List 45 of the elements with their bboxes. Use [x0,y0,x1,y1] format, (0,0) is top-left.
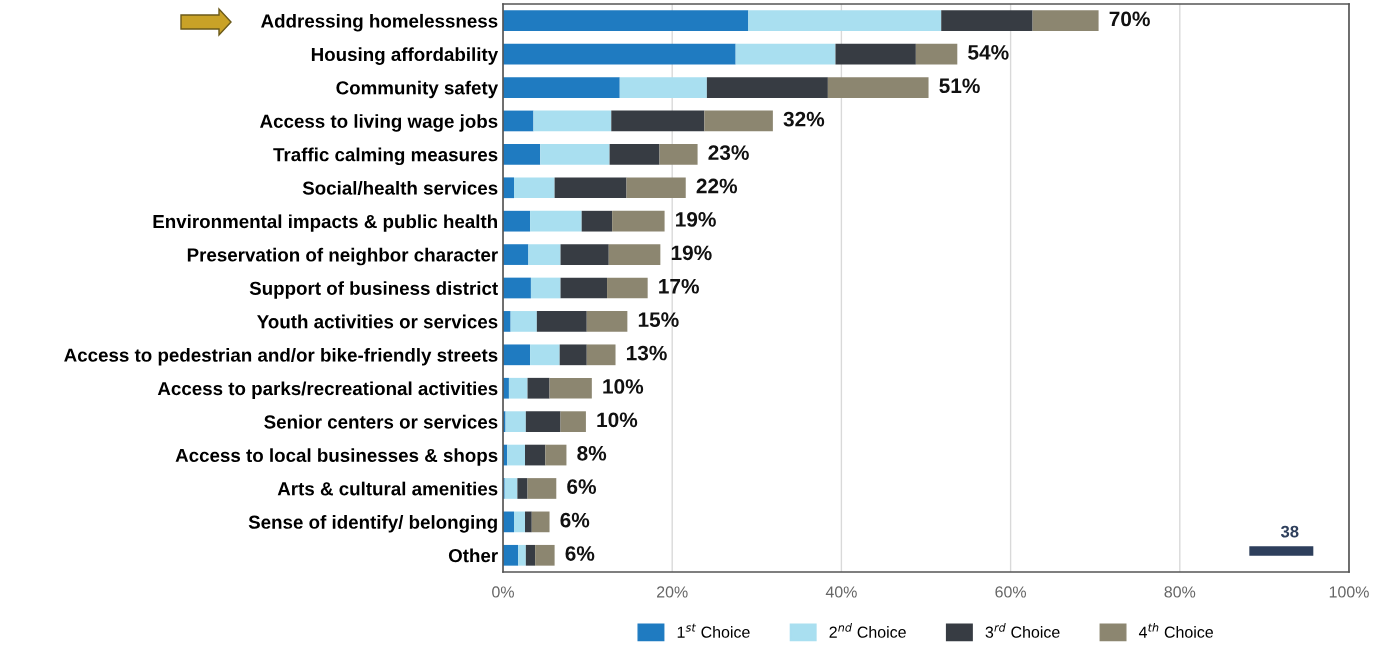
annotation: 38 [1280,525,1299,538]
legend-label: 3$^{rd}$ Choice [985,623,1060,638]
total-label: 17% [659,278,699,294]
x-tick-label: 40% [825,586,857,598]
total-label: 10% [597,412,638,428]
y-tick-label: Support of business district [249,281,498,299]
x-tick-label: 20% [657,586,688,598]
y-tick-label: Access to pedestrian and/or bike-friendly streets [64,348,498,366]
total-label: 15% [638,312,679,327]
y-tick-label: Social/health services [302,180,498,195]
total-label: 19% [671,245,712,261]
y-tick-label: Youth activities or services [257,314,498,329]
total-label: 19% [676,212,716,227]
y-tick-label: Traffic calming measures [273,147,498,166]
total-label: 13% [626,345,667,361]
x-tick-label: 0% [492,586,514,598]
x-tick-label: 80% [1164,586,1196,598]
y-tick-label: Access to local businesses & shops [175,448,498,466]
total-label: 54% [968,45,1009,60]
legend-label: 4$^{th}$ Choice [1138,623,1213,638]
y-tick-label: Senior centers or services [264,414,498,429]
total-label: 70% [1109,11,1150,27]
total-label: 6% [565,546,595,561]
x-tick-label: 100% [1329,586,1369,598]
total-label: 32% [783,111,825,127]
legend-label: 2$^{nd}$ Choice [829,623,906,638]
y-tick-label: Access to living wage jobs [260,114,498,132]
total-label: 8% [577,445,607,461]
total-label: 51% [939,78,980,94]
total-label: 22% [696,178,738,194]
total-label: 10% [603,379,644,394]
y-tick-label: Access to parks/recreational activities [157,381,498,399]
total-label: 6% [567,479,597,495]
total-label: 6% [560,512,590,528]
y-tick-label: Other [448,548,498,563]
y-tick-label: Environmental impacts & public health [153,214,497,232]
y-tick-label: Addressing homelessness [261,13,498,32]
y-tick-label: Housing affordability [311,47,499,65]
total-label: 23% [708,145,749,160]
x-tick-label: 60% [995,586,1027,598]
legend-label: 1$^{st}$ Choice [677,623,750,638]
y-tick-label: Sense of identify/ belonging [248,515,497,533]
y-tick-label: Community safety [336,80,499,99]
y-tick-label: Arts & cultural amenities [277,481,498,496]
y-tick-label: Preservation of neighbor character [187,247,498,266]
